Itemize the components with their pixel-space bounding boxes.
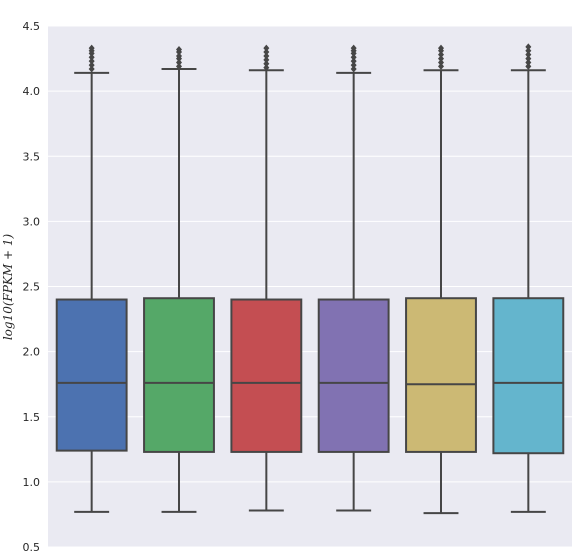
outlier-point bbox=[263, 48, 270, 56]
outlier-point bbox=[176, 52, 182, 60]
boxes bbox=[55, 43, 565, 515]
outlier-point bbox=[438, 58, 444, 66]
box bbox=[230, 298, 303, 453]
box-group bbox=[405, 44, 477, 515]
y-tick-label: 1.5 bbox=[23, 411, 41, 424]
outlier-point bbox=[176, 58, 182, 66]
y-tick-label: 2.5 bbox=[23, 281, 41, 294]
y-axis-label: log10(FPKM + 1) bbox=[1, 234, 15, 341]
outlier-point bbox=[350, 44, 357, 52]
outlier-point bbox=[350, 65, 357, 73]
outlier-point bbox=[350, 53, 357, 61]
y-tick-label: 3.5 bbox=[23, 150, 41, 163]
outlier-point bbox=[263, 44, 270, 52]
outlier-point bbox=[525, 55, 532, 63]
outlier-point bbox=[263, 52, 270, 60]
outlier-point bbox=[263, 60, 270, 68]
outlier-point bbox=[88, 61, 95, 69]
box bbox=[317, 298, 390, 453]
box bbox=[405, 297, 477, 453]
y-tick-labels: 0.5 1.0 1.5 2.0 2.5 3.0 3.5 4.0 4.5 bbox=[23, 20, 41, 552]
y-tick-label: 1.0 bbox=[23, 476, 41, 489]
outlier-point bbox=[438, 62, 444, 70]
outlier-point bbox=[350, 61, 357, 69]
outlier-point bbox=[263, 56, 270, 64]
y-tick-label: 4.5 bbox=[23, 20, 41, 33]
box-group bbox=[143, 45, 215, 513]
outlier-point bbox=[350, 57, 357, 65]
y-tick-label: 0.5 bbox=[23, 541, 41, 552]
outlier-point bbox=[438, 51, 444, 59]
outlier-point bbox=[525, 58, 532, 66]
box-group bbox=[317, 44, 390, 512]
outlier-point bbox=[525, 43, 532, 51]
outlier-point bbox=[263, 64, 270, 72]
outlier-point bbox=[176, 45, 182, 53]
box bbox=[492, 297, 565, 455]
outlier-point bbox=[88, 44, 95, 52]
box bbox=[143, 297, 215, 453]
y-tick-label: 4.0 bbox=[23, 85, 41, 98]
y-tick-label: 3.0 bbox=[23, 215, 41, 228]
outlier-point bbox=[176, 62, 182, 70]
outlier-point bbox=[525, 62, 532, 70]
outlier-point bbox=[438, 55, 444, 63]
box-group bbox=[492, 43, 565, 513]
box bbox=[55, 298, 128, 452]
box-group bbox=[55, 44, 128, 513]
outlier-point bbox=[88, 53, 95, 61]
box-group bbox=[230, 44, 303, 512]
outlier-point bbox=[88, 57, 95, 65]
outlier-point bbox=[88, 65, 95, 73]
outlier-point bbox=[525, 51, 532, 59]
outlier-point bbox=[438, 44, 444, 52]
gridlines bbox=[48, 25, 572, 548]
outlier-point bbox=[525, 47, 532, 55]
y-tick-label: 2.0 bbox=[23, 346, 41, 359]
